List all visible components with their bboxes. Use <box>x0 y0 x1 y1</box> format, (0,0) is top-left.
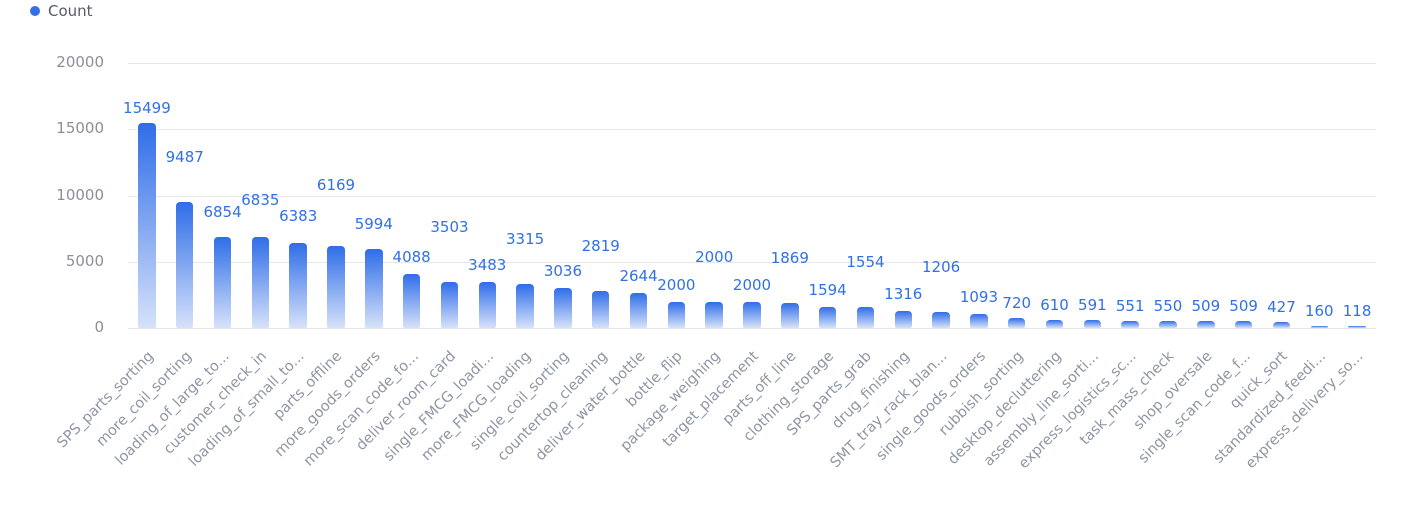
bar[interactable] <box>781 303 799 328</box>
grid-line <box>128 328 1376 329</box>
bar-value-label: 1093 <box>959 287 998 306</box>
bar-value-label: 509 <box>1191 297 1221 316</box>
bar[interactable] <box>1272 322 1291 328</box>
bar[interactable] <box>894 310 913 328</box>
bar[interactable] <box>365 248 383 328</box>
bar[interactable] <box>1007 318 1026 328</box>
bar[interactable] <box>1083 320 1102 328</box>
bar-value-label: 6169 <box>316 176 356 195</box>
bar-value-label: 3503 <box>430 217 469 236</box>
bar-value-label: 4088 <box>392 247 431 266</box>
bar[interactable] <box>213 237 232 328</box>
bar[interactable] <box>970 313 988 328</box>
bar-value-label: 15499 <box>123 98 171 117</box>
legend-dot-icon <box>30 6 40 16</box>
bar-value-label: 1594 <box>808 280 847 299</box>
bar-value-label: 610 <box>1040 295 1069 314</box>
grid-line <box>128 129 1376 131</box>
y-axis-tick: 15000 <box>56 119 104 138</box>
bar-value-label: 6854 <box>203 203 242 222</box>
bar[interactable] <box>705 301 723 328</box>
y-axis-tick: 10000 <box>56 185 104 204</box>
bar[interactable] <box>1310 325 1329 328</box>
grid-line <box>128 195 1376 197</box>
bar[interactable] <box>932 312 950 328</box>
bar[interactable] <box>138 122 156 328</box>
legend[interactable]: Count <box>30 2 93 20</box>
bar-value-label: 9487 <box>165 148 204 167</box>
bar[interactable] <box>629 292 648 328</box>
bar-value-label: 3036 <box>543 261 582 280</box>
bar-value-label: 2644 <box>619 266 658 285</box>
bar[interactable] <box>1121 320 1139 328</box>
bar-value-label: 6383 <box>279 207 318 226</box>
bar-value-label: 509 <box>1229 297 1258 316</box>
y-axis-tick: 0 <box>94 318 104 336</box>
grid-line <box>128 261 1376 263</box>
bar[interactable] <box>554 287 572 328</box>
bar[interactable] <box>175 202 194 328</box>
y-axis-tick: 20000 <box>56 53 104 71</box>
bar-value-label: 720 <box>1002 294 1032 313</box>
legend-label: Count <box>48 2 93 20</box>
bar-value-label: 2000 <box>695 247 734 266</box>
bar-value-label: 118 <box>1342 302 1372 320</box>
bar[interactable] <box>818 306 837 328</box>
bar[interactable] <box>1234 321 1253 328</box>
bar-value-label: 3315 <box>505 230 545 249</box>
bar[interactable] <box>743 301 761 328</box>
bar-value-label: 1869 <box>770 249 809 268</box>
bar[interactable] <box>1197 321 1215 328</box>
bar[interactable] <box>516 284 534 328</box>
bar-value-label: 1206 <box>921 258 961 277</box>
bar-value-label: 427 <box>1267 298 1296 317</box>
bar[interactable] <box>1045 319 1064 328</box>
bar[interactable] <box>440 281 459 328</box>
bar-value-label: 1554 <box>846 253 885 272</box>
bar[interactable] <box>251 237 270 328</box>
bar[interactable] <box>327 246 345 328</box>
bar[interactable] <box>667 301 686 328</box>
grid-line <box>128 63 1376 64</box>
bar-value-label: 591 <box>1078 296 1107 315</box>
y-axis-tick: 5000 <box>65 251 104 270</box>
bar-value-label: 1316 <box>884 284 923 303</box>
bar-value-label: 551 <box>1115 296 1145 315</box>
bar-value-label: 6835 <box>241 191 280 210</box>
bar-value-label: 2000 <box>732 275 772 294</box>
bar[interactable] <box>478 281 497 328</box>
bar[interactable] <box>1159 320 1177 328</box>
bar-value-label: 5994 <box>354 214 393 233</box>
bar-value-label: 550 <box>1153 296 1183 315</box>
bar[interactable] <box>856 307 875 328</box>
bar-value-label: 160 <box>1304 301 1334 320</box>
bar-value-label: 2000 <box>657 275 696 294</box>
bar-value-label: 3483 <box>468 255 507 274</box>
bar-value-label: 2819 <box>581 236 620 255</box>
bar[interactable] <box>591 290 610 328</box>
bar[interactable] <box>1348 326 1366 328</box>
bar[interactable] <box>402 273 421 328</box>
bar[interactable] <box>289 243 307 328</box>
